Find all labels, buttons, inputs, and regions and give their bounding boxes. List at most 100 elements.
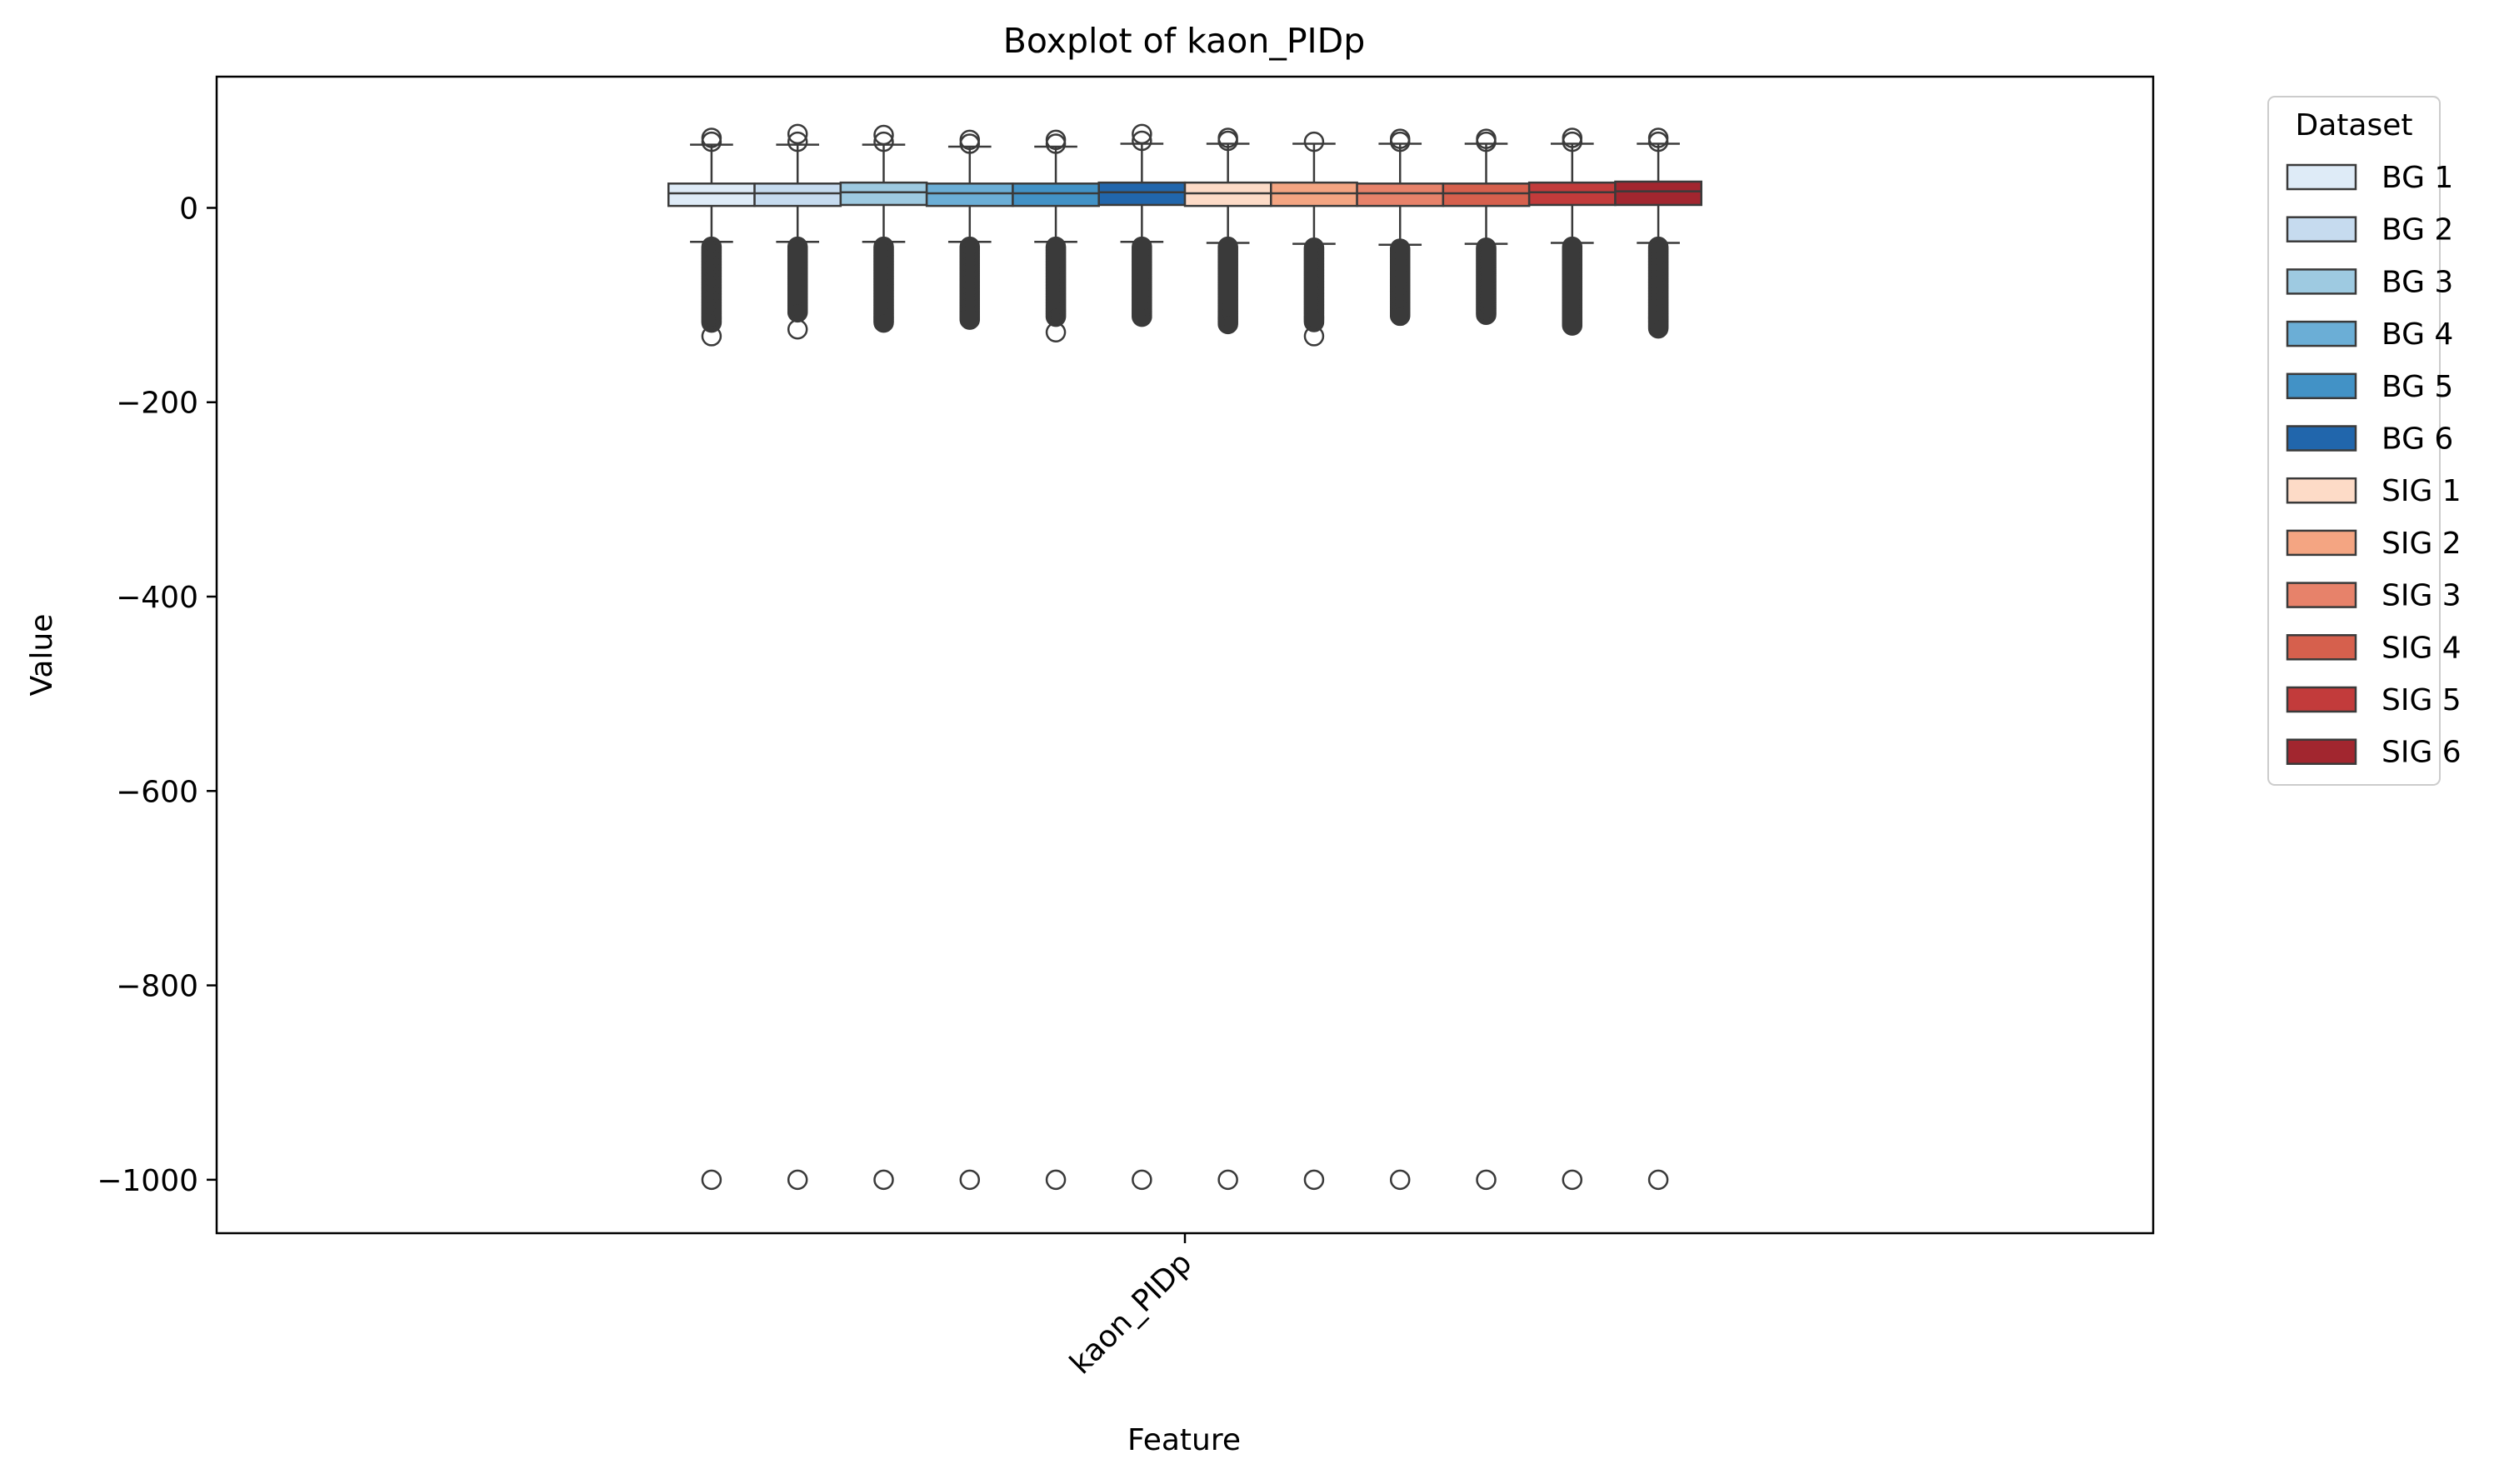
legend-item: BG 5 [2286,370,2453,404]
legend-item: BG 4 [2286,317,2453,352]
legend-swatch [2286,634,2357,661]
legend-label: BG 2 [2382,213,2453,247]
box-bg-2 [753,123,842,1191]
outlier-point [1562,315,1583,336]
outlier-point [1647,1169,1669,1191]
iqr-box [1356,182,1445,207]
outlier-point [787,1169,808,1191]
legend-label: BG 1 [2382,161,2453,195]
outlier-point [1647,317,1669,339]
iqr-box [839,181,928,207]
legend-swatch [2286,582,2357,608]
legend-title: Dataset [2296,108,2413,142]
y-tick-label: −400 [116,581,198,615]
iqr-box [667,182,756,207]
legend-label: BG 4 [2382,317,2453,352]
outlier-point [873,131,894,152]
outlier-point [959,1169,981,1191]
outlier-point [959,129,981,151]
box-sig-6 [1614,127,1702,1191]
outlier-point [1045,1169,1067,1191]
legend-item: SIG 2 [2286,527,2462,561]
outlier-point [873,1169,894,1191]
x-axis-label: Feature [1127,1423,1241,1457]
outlier-point [1217,1169,1238,1191]
legend-swatch [2286,163,2357,191]
legend-item: SIG 4 [2286,631,2462,665]
outlier-point [1476,1169,1497,1191]
outlier-point [701,1169,722,1191]
outlier-point [873,124,894,146]
outlier-point [1217,313,1238,335]
legend-swatch [2286,320,2357,347]
outlier-point [1132,130,1152,152]
outlier-point [1389,128,1411,149]
legend-swatch [2286,216,2357,242]
outlier-point [787,123,808,145]
outlier-point [873,312,894,333]
legend-swatch [2286,372,2357,400]
box-sig-3 [1356,128,1445,1191]
outlier-point [1045,129,1067,151]
outlier-point [787,319,808,340]
iqr-box [1614,180,1702,207]
outlier-point [787,131,808,152]
legend: Dataset BG 1 BG 2 BG 3 BG 4 BG 5 BG 6 SIG 1 SIG… [2267,96,2462,786]
legend-item: BG 1 [2286,161,2453,195]
legend-item: SIG 6 [2286,736,2462,770]
outlier-point [701,312,722,333]
outlier-point [787,302,808,323]
legend-item: SIG 1 [2286,474,2462,508]
outlier-point [1045,322,1067,343]
y-tick-label: −600 [116,775,198,809]
legend-swatch [2286,477,2357,504]
outlier-point [701,127,722,148]
legend-label: BG 6 [2382,422,2453,457]
legend-label: SIG 4 [2382,631,2462,665]
outlier-point [1132,306,1152,327]
legend-label: SIG 6 [2382,736,2462,770]
iqr-box [1527,181,1617,207]
legend-swatch [2286,425,2357,452]
outlier-point [701,326,722,347]
y-axis-label: Value [25,614,59,697]
box-sig-2 [1270,131,1358,1191]
legend-swatch [2286,268,2357,295]
y-tick-label: 0 [179,192,198,226]
legend-item: BG 3 [2286,265,2453,299]
box-bg-3 [839,124,928,1191]
legend-label: BG 3 [2382,265,2453,299]
legend-label: SIG 2 [2382,527,2462,561]
y-tick-label: −200 [116,387,198,421]
y-tick-label: −1000 [97,1164,198,1198]
chart-title: Boxplot of kaon_PIDp [1003,21,1366,61]
legend-swatch [2286,686,2357,713]
outlier-point [1389,1169,1411,1191]
legend-label: SIG 5 [2382,683,2462,717]
outlier-point [1303,312,1325,332]
box-bg-4 [925,129,1014,1191]
plot-area [667,123,1702,1191]
outlier-point [1389,305,1411,327]
outlier-point [1562,127,1583,148]
iqr-box [753,182,842,207]
outlier-point [1217,127,1238,148]
outlier-point [1303,1169,1325,1191]
legend-item: BG 2 [2286,213,2453,247]
y-tick-label: −800 [116,970,198,1004]
y-axis: 0 −200 −400 −600 −800 −1000 [97,192,217,1198]
iqr-box [1097,181,1187,207]
iqr-box [925,182,1014,207]
box-bg-5 [1012,129,1100,1191]
outlier-point [1647,127,1669,148]
legend-items: BG 1 BG 2 BG 3 BG 4 BG 5 BG 6 SIG 1 SIG 2 SIG 3 S… [2286,161,2462,770]
outlier-point [1476,128,1497,149]
box-sig-4 [1442,128,1531,1191]
outlier-point [1562,1169,1583,1191]
legend-label: SIG 3 [2382,579,2462,613]
box-sig-1 [1183,127,1272,1191]
legend-swatch [2286,738,2357,765]
outlier-point [959,309,981,330]
